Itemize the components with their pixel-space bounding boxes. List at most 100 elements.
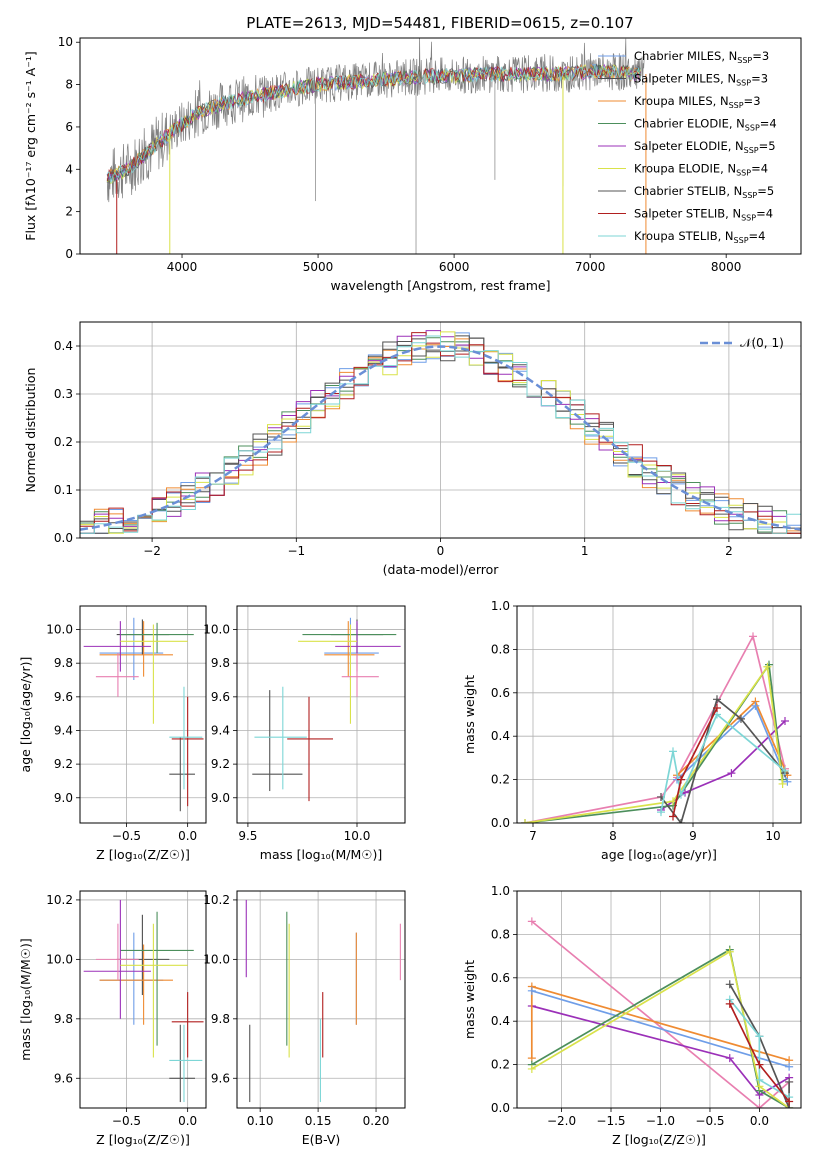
mass-weight-marker xyxy=(755,1060,764,1069)
mass-weight-marker xyxy=(527,917,536,926)
legend-model-name: Salpeter MILES xyxy=(634,72,720,86)
y-axis-label: Flux [fλ10⁻¹⁷ erg cm⁻² s⁻¹ A⁻¹] xyxy=(23,51,38,240)
mass-weight-marker xyxy=(727,769,736,778)
axes-frame xyxy=(236,890,406,1109)
plot-area xyxy=(527,917,794,1108)
legend-subscript: SSP xyxy=(734,236,749,245)
legend-subscript: SSP xyxy=(745,124,760,133)
legend-nssp-value: 3 xyxy=(761,72,768,86)
axes-frame xyxy=(516,890,802,1109)
y-axis-label: mass weight xyxy=(462,960,477,1039)
legend-subscript: SSP xyxy=(736,169,751,178)
x-tick-label: 0.0 xyxy=(178,1114,197,1128)
legend-subscript: SSP xyxy=(742,191,757,200)
plot-area xyxy=(521,632,792,823)
plot-area xyxy=(245,899,401,1103)
mass-weight-marker xyxy=(725,947,734,956)
x-tick-label: 10.0 xyxy=(344,829,371,843)
y-tick-label: 0.6 xyxy=(491,686,510,700)
y-tick-label: 9.8 xyxy=(54,1012,73,1026)
mass-weight-marker xyxy=(669,747,677,756)
x-tick-label: −0.5 xyxy=(695,1114,724,1128)
y-tick-label: 6 xyxy=(65,120,73,134)
x-axis-label: E(B-V) xyxy=(302,1132,341,1147)
y-tick-label: 8 xyxy=(65,78,73,92)
y-tick-label: 0.0 xyxy=(491,1101,510,1115)
plot-area xyxy=(106,38,647,254)
y-tick-label: 9.2 xyxy=(54,757,73,771)
legend-model-name: Chabrier ELODIE xyxy=(634,117,729,131)
y-tick-label: 9.6 xyxy=(54,1071,73,1085)
x-tick-label: −2 xyxy=(143,544,161,558)
chart-panel-2: −0.5 0.0 9.0 9.2 9.4 9.6 9.8 10.0 Z [log₁₀(Z/Z☉)… xyxy=(18,605,207,862)
axes-frame xyxy=(79,890,207,1109)
legend-subscript: SSP xyxy=(741,214,756,223)
y-tick-label: 0.0 xyxy=(491,816,510,830)
x-tick-label: 0 xyxy=(437,544,445,558)
x-axis-label: (data-model)/error xyxy=(383,562,500,577)
legend-equals: = xyxy=(752,49,762,63)
x-tick-label: 5000 xyxy=(303,260,334,274)
mass-weight-line-0 xyxy=(524,634,786,823)
mass-weight-marker xyxy=(713,703,721,712)
x-tick-label: 4000 xyxy=(167,260,198,274)
y-tick-label: 1.0 xyxy=(491,599,510,613)
x-tick-label: 7 xyxy=(529,829,537,843)
legend-label: Chabrier STELIB, NSSP=5 xyxy=(634,184,774,200)
axes-frame xyxy=(516,605,802,824)
legend-nssp-value: 5 xyxy=(767,184,774,198)
mass-weight-marker xyxy=(785,1097,794,1106)
mass-weight-marker xyxy=(781,766,789,775)
x-tick-label: 9.5 xyxy=(238,829,257,843)
legend-label: Kroupa ELODIE, NSSP=4 xyxy=(634,162,768,178)
mass-weight-marker xyxy=(749,632,757,641)
x-tick-label: 7000 xyxy=(575,260,606,274)
legend-n-label: , N xyxy=(729,117,745,131)
plot-area xyxy=(83,617,204,812)
y-tick-label: 0.4 xyxy=(54,339,73,353)
mass-weight-marker xyxy=(785,1077,794,1086)
axes-frame xyxy=(79,37,802,255)
y-axis-label: age [log₁₀(age/yr)] xyxy=(18,657,33,773)
y-axis-label: mass weight xyxy=(462,675,477,754)
legend-nssp-value: 3 xyxy=(762,49,769,63)
y-tick-label: 0.1 xyxy=(54,483,73,497)
x-axis-label: wavelength [Angstrom, rest frame] xyxy=(330,278,550,293)
legend-nssp-value: 3 xyxy=(753,94,760,108)
y-tick-label: 9.2 xyxy=(211,757,230,771)
legend-label: Chabrier ELODIE, NSSP=4 xyxy=(634,117,777,133)
legend-label: Chabrier MILES, NSSP=3 xyxy=(634,49,769,65)
plot-area xyxy=(252,617,401,802)
legend-equals: = xyxy=(751,72,761,86)
x-tick-label: −1 xyxy=(287,544,305,558)
y-axis-label: mass [log₁₀(M/M☉)] xyxy=(18,938,33,1060)
legend-nssp-value: 4 xyxy=(761,162,768,176)
chart-panel-4: 7 8 9 10 0.0 0.2 0.4 0.6 0.8 1.0 age [log₁₀(age/yr… xyxy=(462,599,802,862)
y-axis-label: Normed distribution xyxy=(23,368,38,493)
legend-nssp-value: 4 xyxy=(766,207,773,221)
model-spectrum-5 xyxy=(107,64,641,185)
plot-area xyxy=(80,330,801,534)
x-tick-label: −0.5 xyxy=(112,829,141,843)
legend-n-label: , N xyxy=(718,229,734,243)
legend-subscript: SSP xyxy=(744,146,759,155)
x-tick-label: 0.0 xyxy=(178,829,197,843)
legend-n-label: , N xyxy=(726,184,742,198)
axes-frame xyxy=(79,605,207,824)
x-axis-label: Z [log₁₀(Z/Z☉)] xyxy=(96,1132,190,1147)
y-tick-label: 0.3 xyxy=(54,387,73,401)
legend-nssp-value: 5 xyxy=(768,139,775,153)
y-tick-label: 2 xyxy=(65,205,73,219)
y-tick-label: 1.0 xyxy=(491,884,510,898)
y-tick-label: 9.4 xyxy=(211,723,230,737)
legend-model-name: Chabrier MILES xyxy=(634,49,721,63)
y-tick-label: 10.0 xyxy=(203,623,230,637)
model-spectrum-8 xyxy=(106,64,641,184)
mass-weight-marker xyxy=(751,701,760,710)
legend-subscript: SSP xyxy=(736,79,751,88)
legend-nssp-value: 4 xyxy=(758,229,765,243)
x-tick-label: 0.10 xyxy=(247,1114,274,1128)
legend-n-label: , N xyxy=(720,162,736,176)
legend-model-name: Kroupa MILES xyxy=(634,94,713,108)
